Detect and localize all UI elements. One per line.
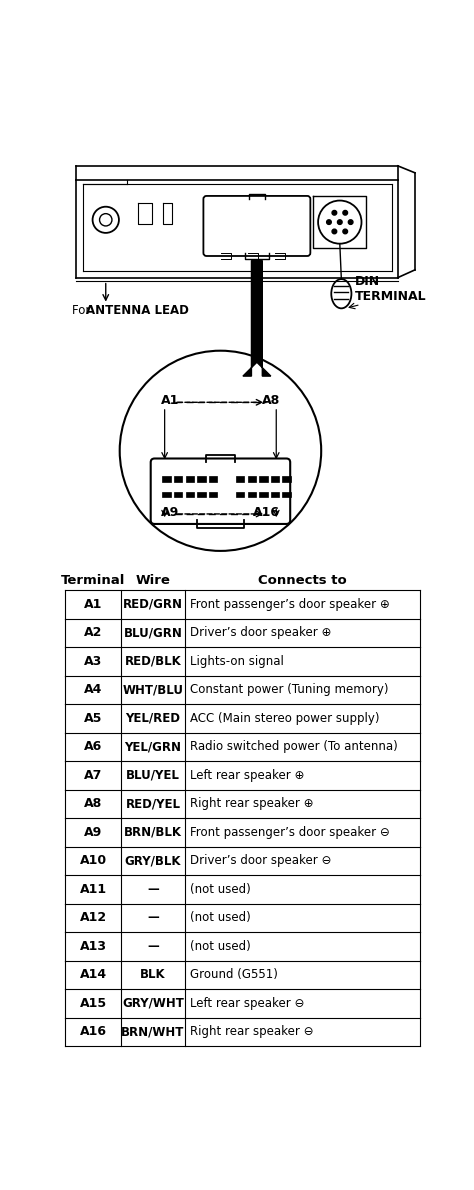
Text: A4: A4 (84, 683, 102, 696)
Text: Left rear speaker ⊖: Left rear speaker ⊖ (190, 997, 305, 1010)
Text: A16: A16 (80, 1026, 107, 1038)
Bar (174, 491, 182, 497)
Polygon shape (243, 261, 271, 376)
Bar (162, 491, 171, 497)
Text: A13: A13 (80, 940, 107, 953)
Text: Constant power (Tuning memory): Constant power (Tuning memory) (190, 683, 389, 696)
Text: —: — (147, 883, 159, 896)
Text: A11: A11 (80, 883, 107, 896)
Text: YEL/GRN: YEL/GRN (125, 740, 182, 753)
Text: A10: A10 (80, 854, 107, 868)
Text: Driver’s door speaker ⊕: Driver’s door speaker ⊕ (190, 626, 332, 639)
Text: Driver’s door speaker ⊖: Driver’s door speaker ⊖ (190, 854, 332, 868)
Text: —: — (147, 940, 159, 953)
Text: ACC (Main stereo power supply): ACC (Main stereo power supply) (190, 712, 380, 725)
Bar (209, 476, 218, 482)
Text: ANTENNA LEAD: ANTENNA LEAD (86, 305, 189, 318)
Bar (259, 476, 268, 482)
Text: A8: A8 (84, 797, 102, 810)
Bar (271, 491, 279, 497)
Text: (not used): (not used) (190, 883, 251, 896)
Bar (259, 491, 268, 497)
Circle shape (327, 220, 331, 225)
Text: A16: A16 (253, 506, 280, 519)
Text: A9: A9 (161, 506, 179, 519)
Circle shape (332, 211, 337, 215)
Bar (197, 491, 206, 497)
Text: A3: A3 (84, 654, 102, 668)
Text: Wire: Wire (136, 574, 171, 587)
Text: RED/GRN: RED/GRN (123, 597, 183, 610)
Circle shape (348, 220, 353, 225)
Text: RED/BLK: RED/BLK (125, 654, 182, 668)
Bar (283, 491, 291, 497)
Text: Right rear speaker ⊕: Right rear speaker ⊕ (190, 797, 314, 810)
Text: Lights-on signal: Lights-on signal (190, 654, 284, 668)
Bar (236, 476, 245, 482)
Bar (209, 491, 218, 497)
Circle shape (343, 230, 347, 233)
Bar (174, 476, 182, 482)
Text: For: For (72, 305, 94, 318)
Text: Front passenger’s door speaker ⊕: Front passenger’s door speaker ⊕ (190, 597, 390, 610)
Text: BRN/BLK: BRN/BLK (124, 826, 182, 839)
Text: A9: A9 (84, 826, 102, 839)
Text: (not used): (not used) (190, 912, 251, 925)
Text: Connects to: Connects to (258, 574, 347, 587)
Text: A6: A6 (84, 740, 102, 753)
Text: (not used): (not used) (190, 940, 251, 953)
Text: BLK: BLK (140, 969, 166, 982)
Text: RED/YEL: RED/YEL (126, 797, 181, 810)
Bar (162, 476, 171, 482)
Text: A12: A12 (80, 912, 107, 925)
Text: DIN
TERMINAL: DIN TERMINAL (356, 275, 427, 303)
Circle shape (343, 211, 347, 215)
Text: WHT/BLU: WHT/BLU (122, 683, 183, 696)
Text: A1: A1 (84, 597, 102, 610)
Text: Radio switched power (To antenna): Radio switched power (To antenna) (190, 740, 398, 753)
Bar (247, 491, 256, 497)
Text: Ground (G551): Ground (G551) (190, 969, 278, 982)
Bar (236, 491, 245, 497)
Bar (247, 476, 256, 482)
Text: GRY/BLK: GRY/BLK (125, 854, 181, 868)
Text: BRN/WHT: BRN/WHT (121, 1026, 185, 1038)
Text: A15: A15 (80, 997, 107, 1010)
Text: Front passenger’s door speaker ⊖: Front passenger’s door speaker ⊖ (190, 826, 390, 839)
Text: A5: A5 (84, 712, 102, 725)
Circle shape (337, 220, 342, 225)
Text: BLU/YEL: BLU/YEL (126, 769, 180, 782)
Bar (186, 476, 194, 482)
Text: —: — (147, 912, 159, 925)
Text: A1: A1 (161, 394, 179, 407)
Text: YEL/RED: YEL/RED (126, 712, 181, 725)
Text: A14: A14 (80, 969, 107, 982)
Text: Left rear speaker ⊕: Left rear speaker ⊕ (190, 769, 305, 782)
Bar (271, 476, 279, 482)
Text: A8: A8 (262, 394, 280, 407)
Bar (197, 476, 206, 482)
Text: GRY/WHT: GRY/WHT (122, 997, 184, 1010)
Text: Terminal: Terminal (61, 574, 126, 587)
Text: BLU/GRN: BLU/GRN (124, 626, 182, 639)
Bar (283, 476, 291, 482)
Text: Right rear speaker ⊖: Right rear speaker ⊖ (190, 1026, 314, 1038)
Bar (186, 491, 194, 497)
Text: A2: A2 (84, 626, 102, 639)
Circle shape (332, 230, 337, 233)
Text: A7: A7 (84, 769, 102, 782)
